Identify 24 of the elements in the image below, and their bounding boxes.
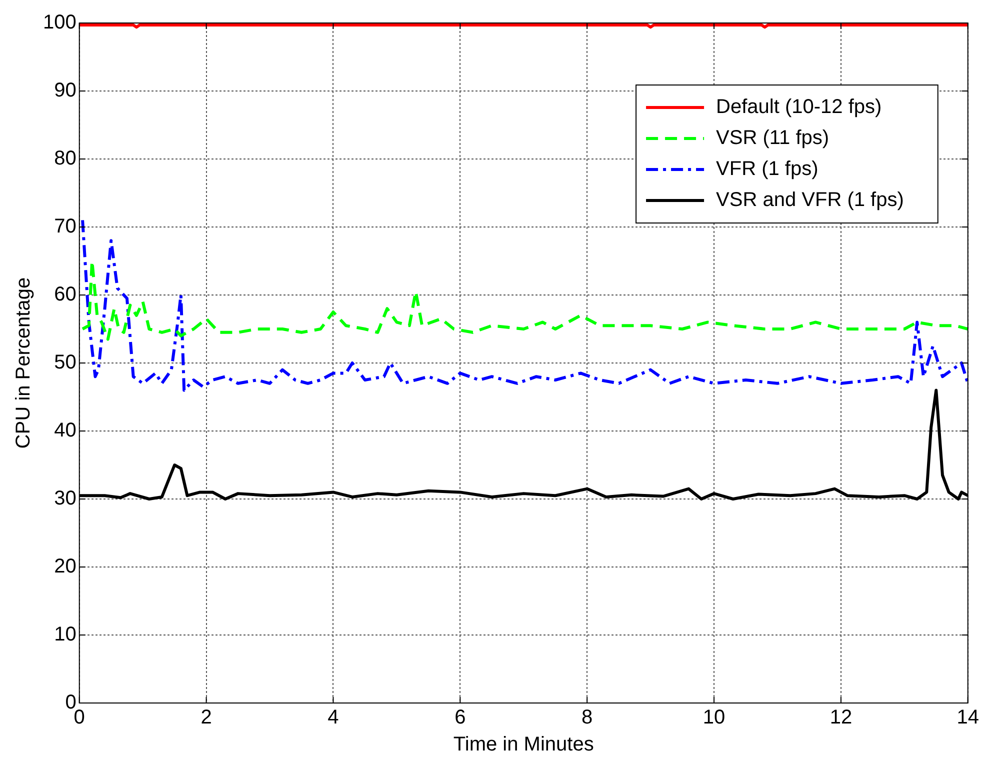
x-tick-label: 8 (582, 706, 593, 729)
legend-label: VSR and VFR (1 fps) (716, 189, 904, 212)
x-axis-title: Time in Minutes (453, 734, 594, 756)
line-series (81, 218, 968, 392)
x-tick-label: 2 (200, 706, 212, 729)
y-tick-label: 10 (54, 624, 76, 646)
y-tick-label: 20 (54, 556, 76, 578)
x-tick-label: 14 (956, 706, 979, 729)
legend-label: Default (10-12 fps) (716, 96, 882, 118)
y-tick-label: 30 (54, 488, 76, 510)
y-tick-label: 70 (54, 216, 76, 238)
y-tick-label: 80 (54, 148, 76, 170)
y-tick-label: 100 (42, 12, 76, 34)
y-axis-title: CPU in Percentage (12, 277, 35, 449)
x-tick-label: 6 (454, 706, 466, 729)
y-tick-label: 90 (54, 80, 76, 102)
y-tick-label: 40 (54, 420, 76, 442)
legend-label: VSR (11 fps) (716, 127, 830, 150)
y-tick-label: 50 (54, 352, 76, 374)
x-tick-label: 4 (328, 706, 339, 729)
legend-label: VFR (1 fps) (716, 158, 818, 180)
y-tick-label: 60 (54, 284, 76, 306)
x-tick-label: 10 (702, 706, 726, 729)
x-tick-label: 12 (830, 706, 852, 729)
